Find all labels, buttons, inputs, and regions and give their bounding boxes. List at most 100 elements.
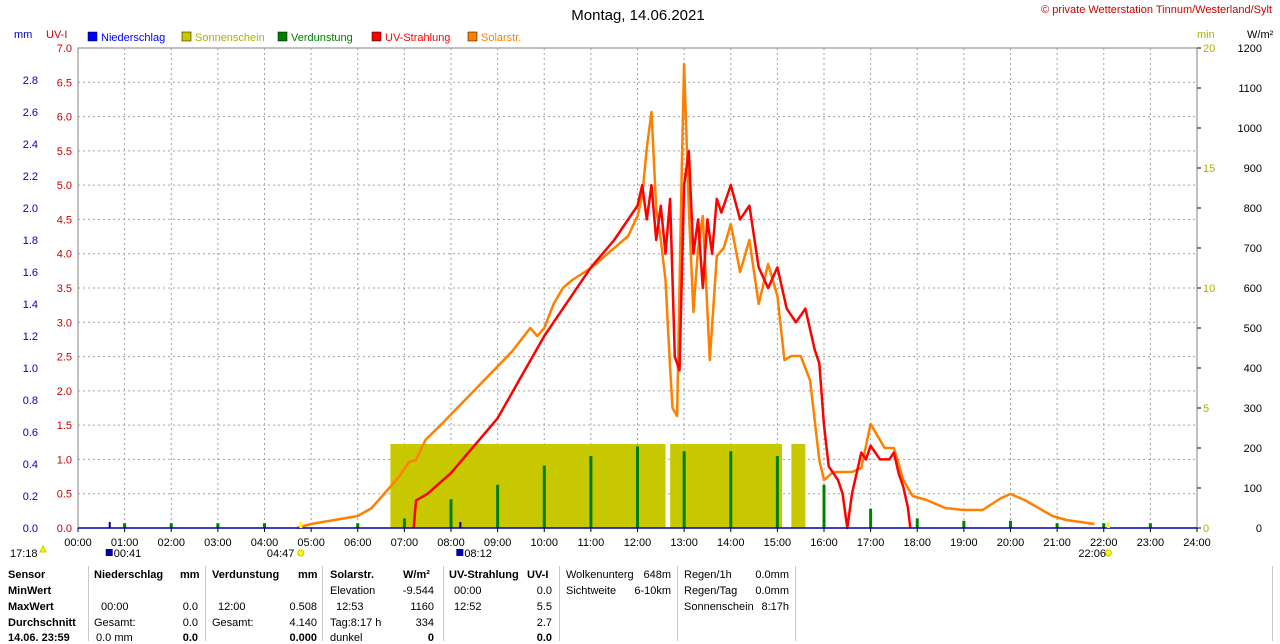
evaporation-bar (636, 446, 639, 528)
left-axis-unit-uv: UV-I (46, 29, 67, 41)
legend-swatch (371, 31, 382, 42)
evaporation-bar (169, 523, 173, 528)
x-tick-label: 04:00 (251, 537, 279, 549)
wm2-tick-label: 200 (1244, 443, 1262, 455)
legend-swatch (277, 31, 288, 42)
uv-unit: UV-I (527, 569, 549, 581)
uv-current-value: 0.0 (536, 632, 552, 644)
legend-swatch (181, 31, 192, 42)
sunshine-bar (670, 444, 783, 528)
mm-tick-label: 1.2 (23, 331, 38, 343)
x-tick-label: 20:00 (997, 537, 1025, 549)
x-tick-label: 24:00 (1183, 537, 1211, 549)
x-tick-label: 15:00 (764, 537, 792, 549)
verdunstung-total-label: Gesamt: (212, 617, 254, 629)
mm-tick-label: 2.4 (23, 139, 38, 151)
x-tick-label: 17:00 (857, 537, 885, 549)
wm2-tick-label: 700 (1244, 243, 1262, 255)
uv-tick-label: 3.5 (57, 283, 72, 295)
x-tick-label: 06:00 (344, 537, 372, 549)
uv-tick-label: 5.5 (57, 146, 72, 158)
mm-tick-label: 2.8 (23, 75, 38, 87)
chart-title: Montag, 14.06.2021 (571, 7, 704, 24)
x-tick-label: 14:00 (717, 537, 745, 549)
mm-tick-label: 2.6 (23, 107, 38, 119)
wm2-tick-label: 500 (1244, 323, 1262, 335)
min-tick-label: 5 (1203, 403, 1209, 415)
marker-label: 00:41 (114, 548, 142, 560)
min-tick-label: 15 (1203, 163, 1215, 175)
solar-avg-value: 334 (415, 617, 434, 629)
uv-tick-label: 4.5 (57, 214, 72, 226)
x-tick-label: 00:00 (64, 537, 92, 549)
niederschlag-header: Niederschlag (94, 569, 164, 581)
evaporation-bar (1102, 523, 1106, 528)
wm2-tick-label: 300 (1244, 403, 1262, 415)
mm-tick-label: 1.8 (23, 235, 38, 247)
marker-label: 22:06 (1078, 548, 1106, 560)
mm-tick-label: 0.8 (23, 395, 38, 407)
separator (677, 566, 678, 641)
solar-row1-label: Elevation (330, 585, 376, 597)
marker-label: 08:12 (464, 548, 492, 560)
mm-tick-label: 0.6 (23, 427, 38, 439)
evaporation-bar (449, 499, 453, 528)
separator (88, 566, 89, 641)
wm2-tick-label: 0 (1256, 523, 1262, 535)
marker-icon (456, 549, 464, 556)
verdunstung-unit: mm (298, 569, 318, 581)
sichtweite-label: Sichtweite (566, 585, 617, 597)
uv-avg-value: 2.7 (536, 617, 552, 629)
marker-label: 17:18 (10, 548, 38, 560)
evaporation-bar (496, 484, 500, 528)
marker-icon (297, 549, 305, 557)
x-tick-label: 03:00 (204, 537, 232, 549)
uv-radiation-line (412, 149, 912, 530)
separator (1272, 566, 1273, 641)
right-axis-unit-wm2: W/m² (1247, 29, 1274, 41)
row-label-sensor: Sensor (8, 569, 46, 581)
niederschlag-current-label: 0.0 mm (96, 632, 133, 644)
niederschlag-current-value: 0.0 (182, 632, 198, 644)
legend-swatch (467, 31, 478, 42)
x-tick-label: 22:00 (1090, 537, 1118, 549)
solar-current-label: dunkel (330, 632, 363, 644)
wm2-tick-label: 100 (1244, 483, 1262, 495)
marker-icon (105, 549, 113, 556)
marker-icon (39, 544, 47, 553)
regen-tag-label: Regen/Tag (684, 585, 738, 597)
row-label-min: MinWert (8, 585, 52, 597)
uv-tick-label: 6.5 (57, 77, 72, 89)
x-tick-label: 23:00 (1137, 537, 1165, 549)
right-axis-unit-min: min (1197, 29, 1215, 41)
evaporation-bar (962, 520, 966, 528)
legend-label: Solarstr. (481, 32, 521, 44)
uv-max-time: 12:52 (454, 601, 482, 613)
sichtweite-value: 6-10km (634, 585, 671, 597)
regen-1h-label: Regen/1h (684, 569, 732, 581)
wm2-tick-label: 800 (1244, 203, 1262, 215)
uv-tick-label: 6.0 (57, 112, 72, 124)
uv-tick-label: 2.5 (57, 352, 72, 364)
evaporation-bar (775, 456, 779, 528)
wm2-tick-label: 400 (1244, 363, 1262, 375)
mm-tick-label: 1.0 (23, 363, 38, 375)
niederschlag-max-time: 00:00 (101, 601, 129, 613)
x-tick-label: 11:00 (578, 537, 605, 549)
legend-label: Sonnenschein (195, 32, 265, 44)
weather-chart: Montag, 14.06.2021 mm UV-I min W/m² Nied… (10, 7, 1274, 560)
solar-max-value: 1160 (410, 601, 434, 613)
verdunstung-total-value: 4.140 (289, 617, 317, 629)
solar-row1-value: -9.544 (402, 585, 434, 597)
verdunstung-max-time: 12:00 (218, 601, 246, 613)
evaporation-bar (1148, 523, 1152, 528)
chart-markers: 17:18 00:41 04:47 08:12 22:06 (10, 522, 1112, 560)
uv-tick-label: 4.0 (57, 249, 72, 261)
uv-min-value: 0.0 (536, 585, 552, 597)
chart-lines (296, 62, 1095, 530)
min-tick-label: 20 (1203, 43, 1215, 55)
verdunstung-max-value: 0.508 (289, 601, 317, 613)
sonnenschein-label: Sonnenschein (684, 601, 754, 613)
x-tick-label: 21:00 (1043, 537, 1071, 549)
legend-label: Niederschlag (101, 32, 165, 44)
